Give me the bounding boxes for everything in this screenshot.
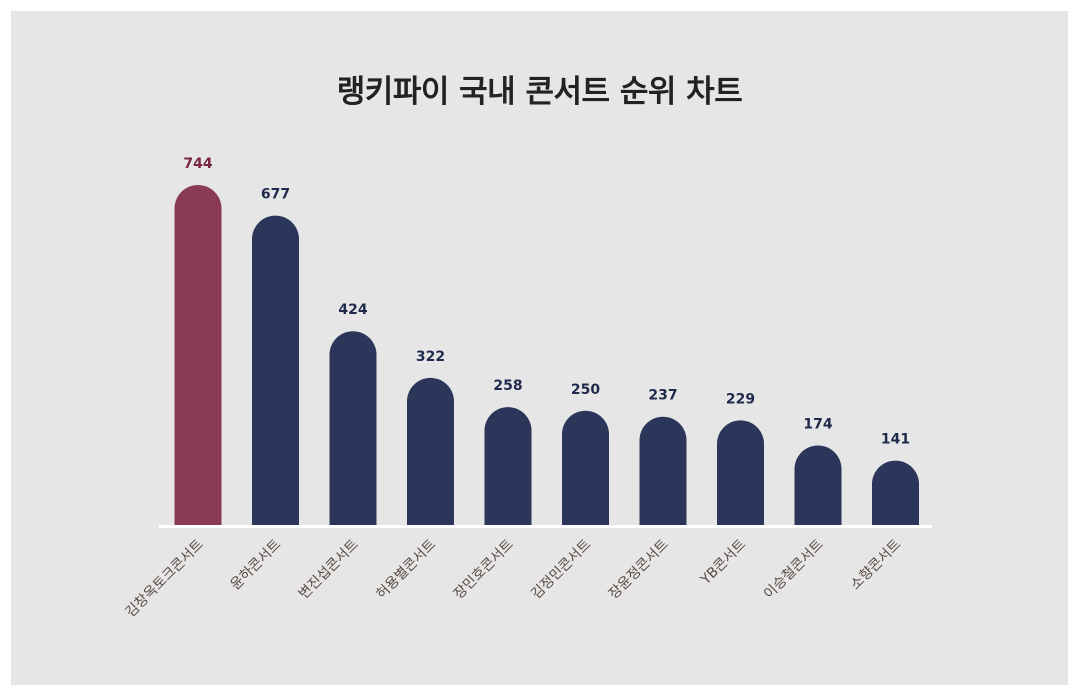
category-label: YB콘서트: [697, 536, 749, 588]
value-label: 744: [183, 156, 212, 172]
bar: [407, 377, 454, 525]
value-label: 141: [881, 432, 910, 448]
value-label: 258: [493, 378, 522, 394]
bar: [639, 416, 687, 525]
category-label: 김정민콘서트: [528, 536, 594, 602]
category-label: 변진섭콘서트: [296, 536, 362, 602]
category-label: 김창옥토크콘서트: [123, 536, 207, 620]
category-label: 소향콘서트: [847, 536, 904, 593]
category-label: 허용별콘서트: [373, 536, 439, 602]
bar: [174, 185, 222, 525]
bar: [329, 331, 377, 525]
value-label: 322: [416, 349, 445, 365]
category-label: 장윤정콘서트: [606, 536, 672, 602]
bar: [717, 420, 764, 525]
bar: [872, 460, 919, 525]
bar: [794, 445, 842, 525]
value-label: 250: [571, 382, 600, 398]
value-label: 237: [648, 388, 677, 404]
value-label: 424: [338, 302, 367, 318]
bar: [484, 407, 532, 525]
value-label: 229: [726, 391, 755, 407]
category-label: 이승철콘서트: [761, 536, 827, 602]
value-label: 677: [261, 187, 290, 203]
bar: [252, 215, 299, 525]
category-label: 장민호콘서트: [451, 536, 517, 602]
bar: [562, 410, 609, 525]
category-label: 윤하콘서트: [227, 536, 284, 593]
chart-title: 랭키파이 국내 콘서트 순위 차트: [336, 74, 743, 110]
value-label: 174: [803, 416, 832, 432]
